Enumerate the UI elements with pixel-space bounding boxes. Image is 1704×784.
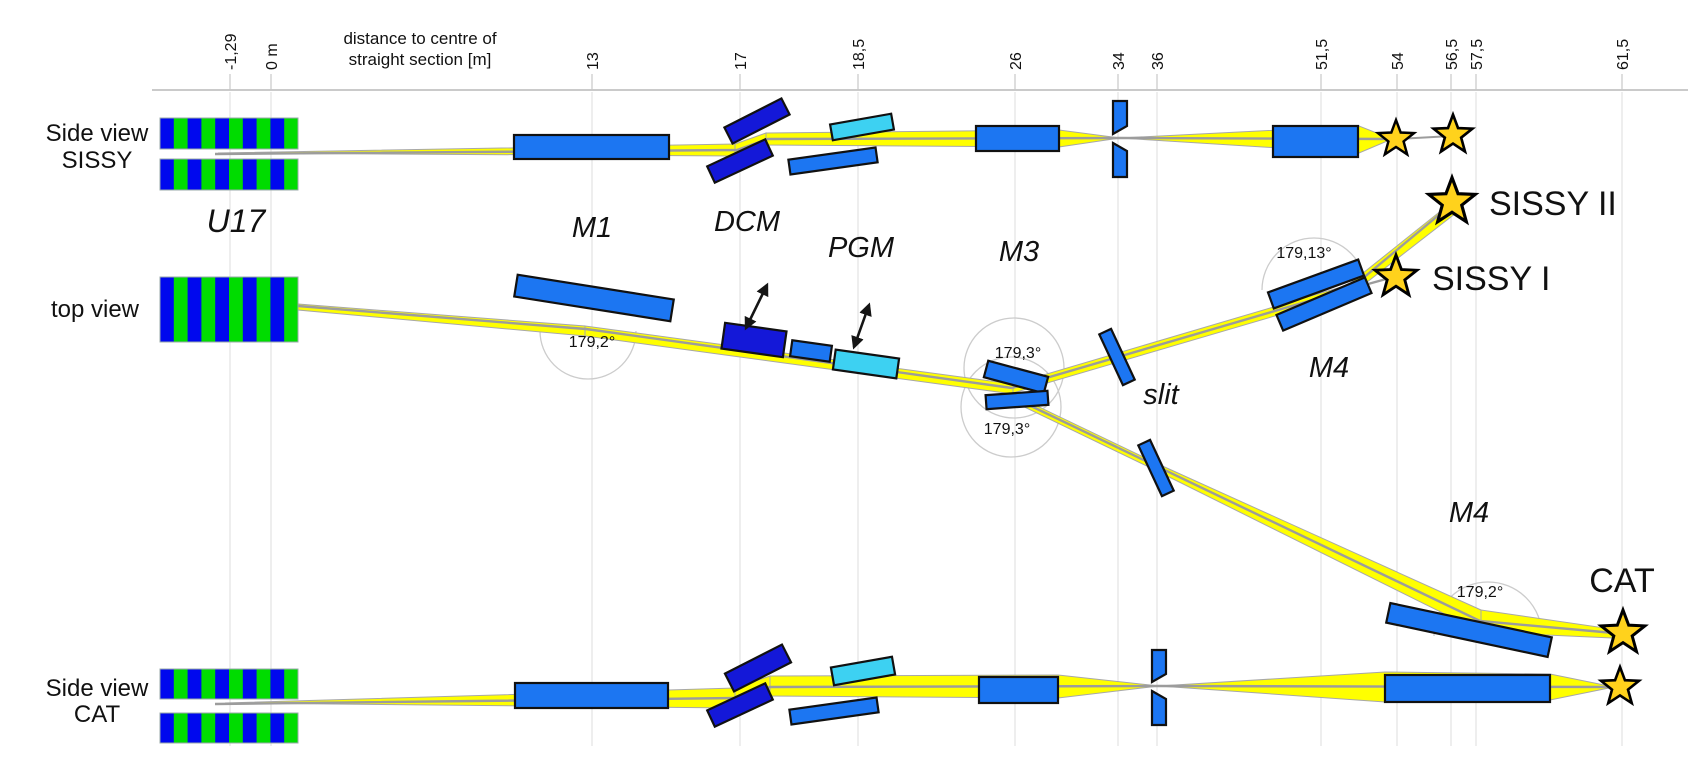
tick-label: 0 m — [264, 43, 281, 70]
m4-sissy-label: M4 — [1309, 352, 1349, 384]
slit-blade-upper — [1111, 99, 1129, 136]
tick-label: 26 — [1008, 52, 1025, 70]
sissy-i-star-side — [1376, 118, 1416, 156]
m3-mirror-side — [974, 124, 1061, 153]
u17-label: U17 — [207, 203, 267, 239]
row-label-side-view-cat-2: CAT — [74, 701, 121, 728]
tick-label: 51,5 — [1314, 39, 1331, 70]
undulator-block — [159, 668, 299, 700]
undulator-block — [159, 158, 299, 191]
beam-centerline-sissy2 — [1349, 203, 1453, 290]
sissy-i-label: SISSY I — [1432, 260, 1550, 298]
cat-star-side — [1599, 665, 1641, 705]
pgm-mirror — [831, 348, 901, 380]
tick-label: 61,5 — [1615, 39, 1632, 70]
axis-title-line2: straight section [m] — [349, 50, 492, 69]
optics-side-view-sissy — [512, 96, 1360, 185]
tick-label: 57,5 — [1469, 39, 1486, 70]
undulator-u17-side-cat — [159, 668, 299, 744]
m1-label: M1 — [572, 212, 612, 244]
pgm-grating-side — [787, 146, 879, 176]
row-label-top-view: top view — [51, 296, 140, 323]
gridlines — [229, 92, 1623, 746]
slit-sissy-branch — [1097, 327, 1137, 387]
slit-cat-branch — [1136, 438, 1176, 498]
pgm-label: PGM — [828, 232, 895, 264]
distance-axis: -1,29 0 m 13 17 18,5 26 34 36 51,5 54 56… — [152, 29, 1688, 91]
m3-mirror-side — [977, 675, 1060, 705]
m4-sissy-angle-label: 179,13° — [1276, 245, 1331, 262]
m3-label: M3 — [999, 236, 1039, 268]
undulator-block — [159, 117, 299, 150]
sissy-ii-label: SISSY II — [1489, 185, 1617, 223]
tick-label: 34 — [1111, 52, 1128, 70]
tick-label: 17 — [733, 52, 750, 70]
m3-mirror-lower — [984, 389, 1050, 411]
dcm-translation-arrow — [744, 282, 769, 331]
m3-lower-angle-arc — [960, 356, 1062, 458]
slit-blade-lower — [1150, 689, 1168, 727]
axis-tick-labels: -1,29 0 m 13 17 18,5 26 34 36 51,5 54 56… — [223, 33, 1632, 70]
m4-mirror-side — [1271, 124, 1360, 159]
m1-mirror-side — [512, 133, 671, 161]
optics-top-view — [512, 258, 1554, 659]
slit-blade-lower — [1111, 141, 1129, 179]
tick-label: 36 — [1150, 52, 1167, 70]
dcm-crystal-upper — [722, 96, 792, 146]
m3-lower-angle-label: 179,3° — [984, 421, 1030, 438]
row-label-side-view-sissy-2: SISSY — [62, 147, 133, 174]
row-label-side-view-cat-1: Side view — [46, 675, 149, 702]
pgm-grating — [788, 339, 834, 363]
undulator-u17-side-sissy — [159, 117, 299, 191]
undulator-u17-top-view — [159, 276, 299, 343]
m3-mirror-upper — [982, 359, 1050, 395]
dcm-crystal-upper — [723, 643, 793, 693]
m1-mirror — [512, 273, 676, 323]
pgm-translation-arrow — [851, 302, 872, 350]
axis-title-line1: distance to centre of — [343, 29, 496, 48]
dcm-crystal-lower — [705, 681, 775, 729]
dcm-crystal-lower — [705, 137, 775, 185]
m4-cat-label: M4 — [1449, 497, 1489, 529]
undulator-block — [159, 276, 299, 343]
pgm-grating-side — [788, 696, 880, 726]
tick-label: -1,29 — [223, 33, 240, 70]
pgm-mirror-side — [828, 112, 896, 142]
undulator-block — [159, 712, 299, 744]
tick-label: 13 — [585, 52, 602, 70]
beam-centerline-cat — [1009, 394, 1615, 635]
optics-side-view-cat — [513, 643, 1552, 729]
slit-label: slit — [1143, 379, 1180, 411]
tick-label: 56,5 — [1444, 39, 1461, 70]
beam-segment — [584, 325, 1014, 395]
m1-angle-label: 179,2° — [569, 334, 615, 351]
m3-upper-angle-arc — [963, 317, 1065, 419]
sissy-ii-star-side — [1432, 113, 1474, 153]
m4-sissy-mirror-b — [1275, 275, 1373, 333]
dcm-label: DCM — [714, 206, 781, 238]
m4-cat-mirror — [1384, 601, 1554, 659]
axis-tick-stubs — [229, 74, 1623, 90]
m4-cat-angle-label: 179,2° — [1457, 584, 1503, 601]
cat-label: CAT — [1589, 562, 1654, 600]
m1-angle-arc — [539, 330, 637, 380]
m4-mirror-side — [1383, 673, 1552, 704]
tick-label: 54 — [1390, 52, 1407, 70]
m3-upper-angle-label: 179,3° — [995, 345, 1041, 362]
row-label-side-view-sissy-1: Side view — [46, 120, 149, 147]
m1-mirror-side — [513, 681, 670, 710]
pgm-mirror-side — [829, 655, 897, 687]
slit-blade-upper — [1150, 648, 1168, 684]
labels: Side view SISSY top view Side view CAT U… — [46, 120, 1655, 728]
tick-label: 18,5 — [851, 39, 868, 70]
m4-sissy-mirror-a — [1266, 258, 1366, 310]
cat-star-top — [1599, 608, 1647, 654]
